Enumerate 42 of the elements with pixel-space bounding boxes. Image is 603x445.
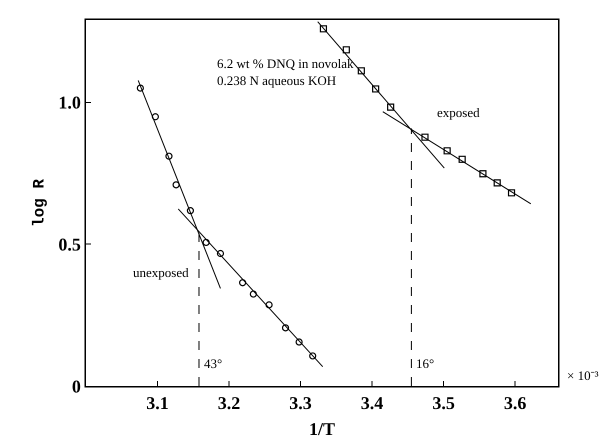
point	[358, 67, 365, 74]
series-label: exposed	[437, 105, 480, 120]
point	[282, 324, 290, 332]
point	[239, 279, 246, 286]
point	[165, 152, 173, 160]
x-tick-label: 3.6	[504, 393, 526, 414]
y-axis-title: log R	[30, 178, 49, 228]
text: × 10⁻³	[567, 368, 599, 383]
point	[387, 104, 394, 111]
point	[508, 189, 516, 196]
annotation: 0.238 N aqueous KOH	[217, 73, 336, 88]
point	[296, 338, 303, 346]
point	[320, 25, 328, 32]
annotation: 43°	[204, 356, 222, 371]
point	[172, 181, 180, 188]
point	[372, 85, 380, 93]
x-tick-label: 3.1	[146, 393, 169, 414]
point	[136, 84, 144, 92]
point	[265, 301, 273, 308]
point	[479, 170, 487, 178]
series-label: unexposed	[133, 265, 190, 280]
point	[202, 238, 210, 246]
point	[152, 113, 159, 120]
point	[309, 352, 316, 360]
x-tick-label: 3.3	[289, 393, 312, 414]
point	[186, 207, 194, 214]
point	[458, 156, 466, 163]
point	[444, 147, 451, 154]
y-tick-label: 0	[72, 376, 81, 396]
annotation: 16°	[416, 356, 434, 371]
point	[494, 179, 501, 186]
annotation: 6.2 wt % DNQ in novolak	[217, 56, 354, 71]
x-tick-label: 3.5	[432, 393, 455, 414]
x-axis-title: 1/T	[308, 418, 336, 439]
point	[250, 290, 257, 298]
x-tick-label: 3.4	[360, 393, 384, 414]
point	[342, 46, 350, 54]
x-tick-label: 3.2	[218, 393, 240, 414]
point	[216, 250, 224, 258]
point	[421, 134, 429, 141]
y-tick-label: 1.0	[58, 92, 81, 113]
y-tick-label: 0.5	[58, 234, 81, 254]
